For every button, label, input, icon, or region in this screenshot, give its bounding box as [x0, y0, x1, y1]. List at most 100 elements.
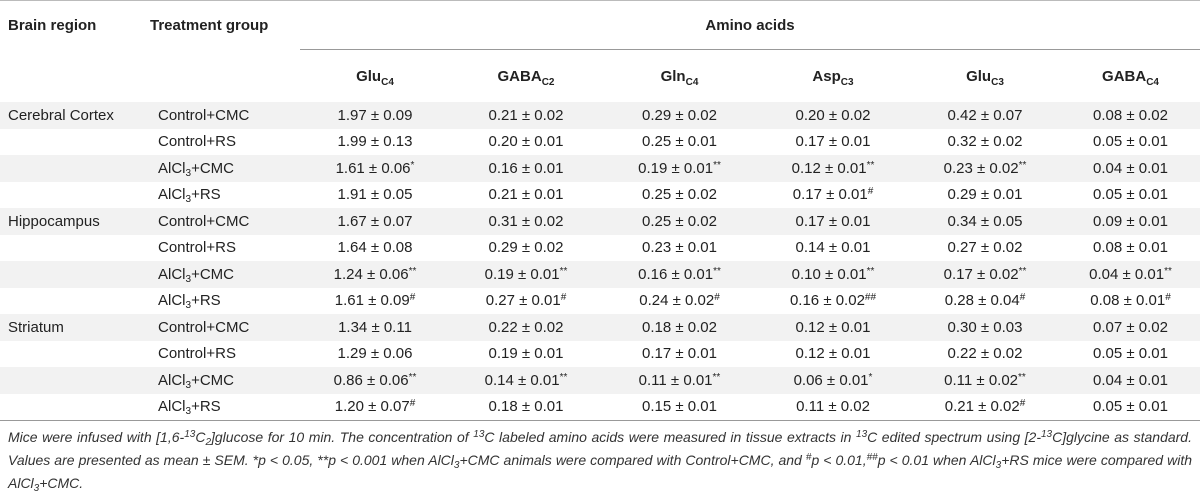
value-cell: 0.12 ± 0.01**: [757, 155, 909, 182]
value-cell: 0.31 ± 0.02: [450, 208, 602, 235]
table-footnote: Mice were infused with [1,6-13C2]glucose…: [8, 429, 1192, 494]
value-cell: 0.30 ± 0.03: [909, 314, 1061, 341]
table-row: Control+RS 1.99 ± 0.13 0.20 ± 0.01 0.25 ± 0…: [0, 129, 1200, 156]
value-cell: 0.34 ± 0.05: [909, 208, 1061, 235]
value-cell: 0.17 ± 0.01: [757, 208, 909, 235]
amino-acid-table: Brain region Treatment group Amino acids…: [0, 0, 1200, 421]
value-cell: 0.42 ± 0.07: [909, 102, 1061, 129]
brain-region-cell: [0, 393, 142, 421]
value-cell: 0.32 ± 0.02: [947, 133, 1023, 151]
value-cell: 1.20 ± 0.07#: [300, 393, 450, 421]
treatment-group-cell: Control+RS: [158, 345, 236, 363]
value-cell: 0.21 ± 0.01: [488, 186, 564, 204]
value-cell: 0.10 ± 0.01**: [757, 261, 909, 288]
value-cell: 0.28 ± 0.04#: [944, 292, 1026, 310]
value-cell: 0.17 ± 0.01#: [792, 186, 874, 204]
table-row: Striatum Control+CMC 1.34 ± 0.11 0.22 ± 0.0…: [0, 314, 1200, 341]
value-cell: 0.05 ± 0.01: [1093, 345, 1168, 363]
header-row-top: Brain region Treatment group Amino acids: [0, 0, 1200, 50]
value-cell: 0.05 ± 0.01: [1061, 393, 1200, 421]
brain-region-cell: Striatum: [0, 314, 142, 341]
value-cell: 0.29 ± 0.01: [947, 186, 1023, 204]
value-cell: 0.17 ± 0.01: [795, 133, 871, 151]
value-cell: 0.16 ± 0.02##: [789, 292, 877, 310]
treatment-group-cell: AlCl3+CMC: [142, 367, 300, 394]
value-cell: 1.24 ± 0.06**: [300, 261, 450, 288]
value-cell: 0.25 ± 0.02: [642, 186, 717, 204]
brain-region-cell: [0, 288, 142, 315]
value-cell: 0.16 ± 0.01: [450, 155, 602, 182]
value-cell: 0.17 ± 0.01: [642, 345, 717, 363]
value-cell: 0.17 ± 0.02**: [909, 261, 1061, 288]
value-cell: 0.16 ± 0.01**: [602, 261, 757, 288]
value-cell: 0.18 ± 0.01: [450, 393, 602, 421]
amino-acids-header: Amino acids: [300, 0, 1200, 50]
table-row: AlCl3+CMC 1.61 ± 0.06* 0.16 ± 0.01 0.19 ± 0…: [0, 155, 1200, 182]
value-cell: 0.86 ± 0.06**: [300, 367, 450, 394]
value-cell: 0.11 ± 0.02**: [909, 367, 1061, 394]
brain-region-cell: [0, 261, 142, 288]
brain-region-cell: [0, 341, 142, 368]
value-cell: 0.14 ± 0.01: [795, 239, 871, 257]
table-row: AlCl3+CMC 0.86 ± 0.06** 0.14 ± 0.01** 0.11 …: [0, 367, 1200, 394]
value-cell: 0.05 ± 0.01: [1093, 133, 1168, 151]
value-cell: 0.23 ± 0.02**: [909, 155, 1061, 182]
treatment-group-cell: Control+CMC: [142, 314, 300, 341]
table-row: AlCl3+RS 1.20 ± 0.07# 0.18 ± 0.01 0.15 ± 0.…: [0, 393, 1200, 421]
table-row: AlCl3+RS 1.91 ± 0.05 0.21 ± 0.01 0.25 ± 0.0…: [0, 182, 1200, 209]
column-header-gabac4: GABAC4: [1102, 67, 1159, 88]
value-cell: 1.29 ± 0.06: [337, 345, 413, 363]
value-cell: 0.22 ± 0.02: [450, 314, 602, 341]
value-cell: 0.05 ± 0.01: [1093, 186, 1168, 204]
value-cell: 0.27 ± 0.01#: [485, 292, 567, 310]
value-cell: 0.04 ± 0.01: [1061, 367, 1200, 394]
column-header-gluc4: GluC4: [356, 67, 394, 88]
value-cell: 1.34 ± 0.11: [300, 314, 450, 341]
brain-region-cell: Hippocampus: [0, 208, 142, 235]
value-cell: 0.24 ± 0.02#: [639, 292, 720, 310]
value-cell: 0.07 ± 0.02: [1061, 314, 1200, 341]
value-cell: 0.29 ± 0.02: [488, 239, 564, 257]
treatment-group-cell: Control+RS: [158, 239, 236, 257]
table-body: Cerebral Cortex Control+CMC 1.97 ± 0.09 0.2…: [0, 102, 1200, 421]
treatment-group-cell: AlCl3+CMC: [142, 261, 300, 288]
value-cell: 0.19 ± 0.01**: [450, 261, 602, 288]
value-cell: 0.21 ± 0.02#: [909, 393, 1061, 421]
value-cell: 0.18 ± 0.02: [602, 314, 757, 341]
treatment-group-cell: Control+CMC: [142, 208, 300, 235]
column-header-row: GluC4 GABAC2 GlnC4 AspC3 GluC3 GABAC4: [0, 50, 1200, 103]
value-cell: 0.21 ± 0.02: [450, 102, 602, 129]
value-cell: 0.27 ± 0.02: [947, 239, 1023, 257]
value-cell: 1.99 ± 0.13: [337, 133, 413, 151]
table-row: Control+RS 1.64 ± 0.08 0.29 ± 0.02 0.23 ± 0…: [0, 235, 1200, 262]
value-cell: 1.91 ± 0.05: [337, 186, 413, 204]
treatment-group-cell: AlCl3+RS: [158, 186, 221, 206]
column-header-aspc3: AspC3: [812, 67, 854, 88]
column-header-gluc3: GluC3: [966, 67, 1004, 88]
value-cell: 0.12 ± 0.01: [795, 345, 871, 363]
value-cell: 0.08 ± 0.01#: [1090, 292, 1171, 310]
value-cell: 0.04 ± 0.01**: [1061, 261, 1200, 288]
value-cell: 1.64 ± 0.08: [337, 239, 413, 257]
brain-region-cell: [0, 182, 142, 209]
brain-region-cell: [0, 367, 142, 394]
value-cell: 0.22 ± 0.02: [947, 345, 1023, 363]
value-cell: 0.20 ± 0.02: [757, 102, 909, 129]
brain-region-cell: [0, 235, 142, 262]
column-header-gabac2: GABAC2: [497, 67, 555, 88]
brain-region-header: Brain region: [8, 16, 97, 34]
value-cell: 1.61 ± 0.09#: [334, 292, 416, 310]
value-cell: 1.61 ± 0.06*: [300, 155, 450, 182]
table-row: Control+RS 1.29 ± 0.06 0.19 ± 0.01 0.17 ± 0…: [0, 341, 1200, 368]
treatment-group-cell: AlCl3+RS: [158, 292, 221, 312]
value-cell: 0.25 ± 0.01: [642, 133, 717, 151]
value-cell: 1.67 ± 0.07: [300, 208, 450, 235]
value-cell: 0.19 ± 0.01**: [602, 155, 757, 182]
treatment-group-cell: AlCl3+RS: [142, 393, 300, 421]
value-cell: 0.29 ± 0.02: [602, 102, 757, 129]
value-cell: 0.11 ± 0.02: [757, 393, 909, 421]
value-cell: 0.15 ± 0.01: [602, 393, 757, 421]
value-cell: 0.08 ± 0.01: [1093, 239, 1168, 257]
treatment-group-cell: AlCl3+CMC: [142, 155, 300, 182]
